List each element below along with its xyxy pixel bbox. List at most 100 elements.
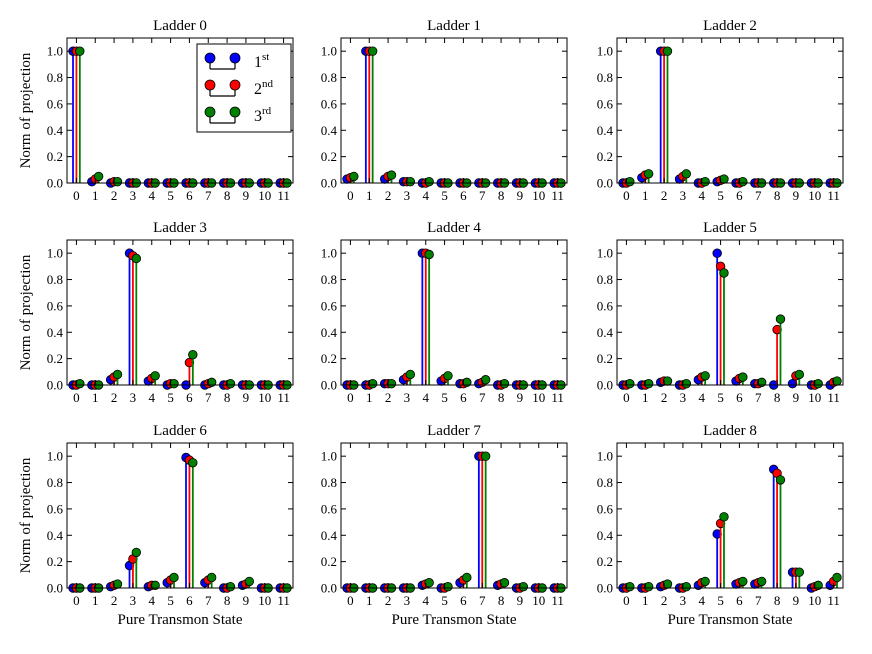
stem-marker bbox=[188, 349, 198, 360]
stem-marker bbox=[756, 576, 767, 587]
series-3rd bbox=[75, 458, 292, 593]
legend-label: 2nd bbox=[254, 78, 274, 98]
x-tick-label: 4 bbox=[149, 390, 156, 405]
x-tick-label: 5 bbox=[167, 593, 174, 608]
x-tick-label: 10 bbox=[808, 390, 821, 405]
x-tick-label: 5 bbox=[441, 188, 448, 203]
subplot-ladder-5: Ladder 5 0.0 0.2 0.4 0.6 0.8 1.0 0 1 2 3 4 5 6 7 8 9 10 11 bbox=[597, 220, 844, 405]
y-tick-label: 0.2 bbox=[47, 554, 63, 569]
x-tick-label: 2 bbox=[385, 390, 392, 405]
stem-marker bbox=[424, 578, 434, 588]
y-tick-label: 0.4 bbox=[47, 123, 64, 138]
stem-marker bbox=[75, 46, 85, 56]
stem-marker bbox=[813, 378, 823, 389]
stem-marker bbox=[625, 581, 635, 592]
x-tick-label: 3 bbox=[404, 390, 411, 405]
y-tick-label: 0.0 bbox=[321, 378, 337, 393]
x-tick-label: 6 bbox=[736, 593, 743, 608]
axes-frame bbox=[340, 37, 568, 184]
y-tick-label: 1.0 bbox=[597, 449, 613, 464]
stem-marker bbox=[643, 581, 654, 592]
x-tick-label: 0 bbox=[347, 188, 354, 203]
y-tick-label: 1.0 bbox=[321, 44, 337, 59]
x-tick-label: 2 bbox=[661, 390, 668, 405]
x-tick-label: 0 bbox=[347, 390, 354, 405]
x-tick-label: 6 bbox=[186, 593, 193, 608]
y-tick-label: 0.2 bbox=[597, 554, 613, 569]
x-tick-label: 0 bbox=[623, 593, 630, 608]
x-tick-label: 2 bbox=[385, 593, 392, 608]
series-3rd bbox=[625, 475, 842, 592]
x-tick-label: 6 bbox=[460, 593, 467, 608]
stem-marker bbox=[712, 529, 722, 539]
stem-marker bbox=[625, 176, 635, 187]
x-axis-label: Pure Transmon State bbox=[117, 612, 242, 628]
legend-marker bbox=[204, 106, 216, 118]
stem-marker bbox=[738, 576, 748, 587]
stem-marker bbox=[188, 458, 198, 468]
x-tick-label: 1 bbox=[92, 390, 99, 405]
x-tick-label: 4 bbox=[423, 390, 430, 405]
x-tick-label: 3 bbox=[130, 390, 137, 405]
axes-frame bbox=[616, 442, 844, 589]
axes-frame bbox=[340, 442, 568, 589]
y-tick-label: 0.8 bbox=[321, 272, 337, 287]
y-tick-label: 0.0 bbox=[597, 378, 613, 393]
stem-marker bbox=[93, 171, 104, 182]
stem-marker bbox=[794, 567, 805, 577]
x-tick-label: 4 bbox=[423, 593, 430, 608]
x-tick-label: 0 bbox=[73, 188, 80, 203]
stem-marker bbox=[112, 369, 123, 380]
x-tick-label: 0 bbox=[623, 390, 630, 405]
y-tick-label: 0.6 bbox=[597, 96, 614, 111]
x-tick-label: 6 bbox=[736, 390, 743, 405]
stem-marker bbox=[206, 572, 217, 583]
x-tick-label: 1 bbox=[366, 593, 373, 608]
subplot-title: Ladder 0 bbox=[153, 18, 207, 34]
x-tick-label: 5 bbox=[441, 593, 448, 608]
stem-marker bbox=[738, 372, 748, 382]
x-tick-label: 11 bbox=[551, 188, 564, 203]
y-tick-label: 0.6 bbox=[321, 298, 338, 313]
stem-marker bbox=[480, 451, 491, 461]
series-1st bbox=[618, 46, 835, 188]
stem-marker bbox=[169, 572, 179, 583]
x-tick-label: 7 bbox=[205, 188, 212, 203]
x-tick-label: 10 bbox=[258, 188, 271, 203]
x-tick-label: 6 bbox=[460, 188, 467, 203]
stem-marker bbox=[184, 357, 195, 368]
subplot-title: Ladder 1 bbox=[427, 18, 481, 34]
x-tick-label: 2 bbox=[661, 593, 668, 608]
x-tick-label: 7 bbox=[755, 390, 762, 405]
y-tick-label: 0.0 bbox=[321, 581, 337, 596]
stem-marker bbox=[443, 371, 453, 381]
x-tick-label: 1 bbox=[92, 188, 99, 203]
axes-frame bbox=[66, 37, 294, 184]
x-tick-label: 4 bbox=[149, 593, 156, 608]
x-tick-label: 8 bbox=[224, 390, 231, 405]
x-tick-label: 3 bbox=[130, 593, 137, 608]
x-tick-label: 5 bbox=[717, 390, 724, 405]
x-axis-label: Pure Transmon State bbox=[667, 612, 792, 628]
stem-marker bbox=[405, 176, 416, 187]
y-tick-label: 1.0 bbox=[321, 449, 337, 464]
y-tick-label: 0.8 bbox=[597, 70, 613, 85]
y-tick-label: 0.4 bbox=[597, 325, 614, 340]
y-tick-label: 0.8 bbox=[321, 70, 337, 85]
y-tick-label: 0.0 bbox=[47, 378, 63, 393]
y-tick-label: 0.2 bbox=[321, 351, 337, 366]
y-tick-label: 0.4 bbox=[47, 528, 64, 543]
x-tick-label: 9 bbox=[793, 593, 800, 608]
y-tick-label: 0.6 bbox=[47, 298, 64, 313]
x-tick-label: 1 bbox=[366, 390, 373, 405]
y-tick-label: 0.8 bbox=[597, 272, 613, 287]
y-tick-label: 0.6 bbox=[47, 501, 64, 516]
y-tick-label: 0.6 bbox=[321, 96, 338, 111]
x-tick-label: 7 bbox=[479, 390, 486, 405]
x-tick-label: 0 bbox=[623, 188, 630, 203]
x-tick-label: 9 bbox=[243, 188, 250, 203]
x-tick-label: 1 bbox=[366, 188, 373, 203]
series-3rd bbox=[75, 253, 292, 390]
legend-label: 3rd bbox=[254, 105, 272, 125]
